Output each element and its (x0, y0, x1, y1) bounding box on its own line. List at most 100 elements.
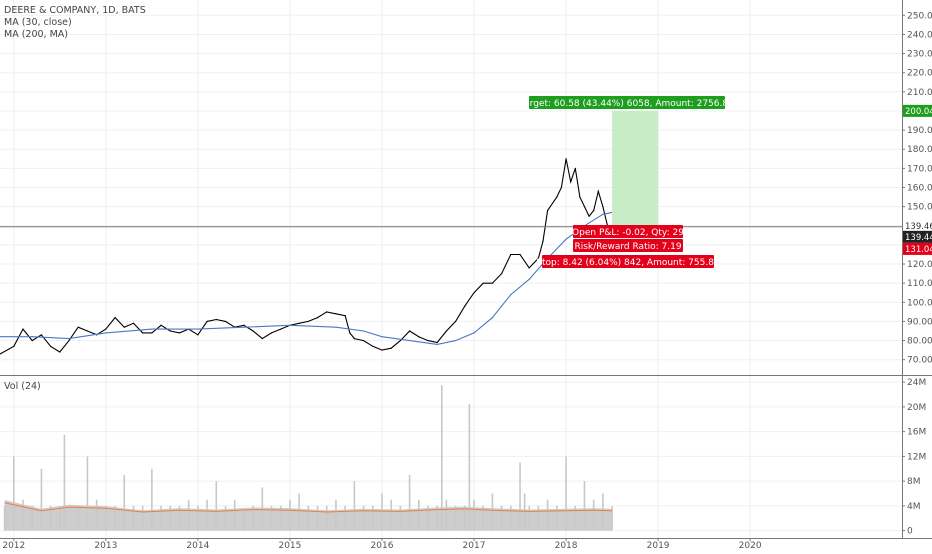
entry-price-tag-bg (903, 219, 932, 232)
price-point (105, 328, 107, 330)
price-point (542, 240, 544, 242)
price-point (59, 351, 61, 353)
price-point (436, 341, 438, 344)
volume-bar (583, 481, 586, 531)
target-price-tag-bg (903, 104, 932, 117)
price-point (132, 322, 135, 324)
ma200-legend[interactable]: MA (200, MA) (4, 29, 68, 40)
ma-point (408, 339, 411, 342)
ma-point (381, 336, 383, 338)
volume-bar (519, 462, 521, 531)
price-point (381, 349, 383, 351)
price-point (390, 347, 392, 349)
price-point (151, 332, 153, 334)
price-point (537, 257, 540, 259)
price-point (224, 320, 227, 323)
price-point (252, 330, 254, 332)
ma-point (510, 294, 512, 296)
volume-bar (565, 456, 567, 531)
price-point (547, 209, 549, 212)
price-tick-label: 90.00 (907, 317, 932, 327)
time-tick-label: 2016 (371, 541, 394, 550)
price-point (215, 318, 217, 321)
price-point (0, 353, 1, 355)
volume-bar (353, 481, 356, 531)
price-point (464, 305, 466, 307)
time-tick-label: 2017 (463, 541, 486, 550)
price-point (114, 317, 116, 319)
price-point (579, 196, 581, 198)
ma30-legend[interactable]: MA (30, close) (4, 17, 72, 28)
target-zone (612, 110, 659, 227)
price-point (362, 339, 365, 342)
price-point (556, 196, 558, 198)
volume-bar (151, 468, 153, 531)
price-point (597, 190, 599, 192)
symbol-title[interactable]: DEERE & COMPANY, 1D, BATS (4, 5, 146, 16)
price-point (326, 311, 328, 313)
ma-series-line (0, 211, 613, 345)
price-point (50, 345, 52, 347)
price-point (261, 338, 263, 340)
ma-point (491, 317, 494, 319)
price-point (197, 334, 199, 336)
price-tick-label: 170.00 (907, 164, 932, 174)
price-point (243, 324, 245, 326)
volume-bar (86, 456, 89, 531)
volume-band (4, 500, 613, 531)
price-point (270, 332, 273, 334)
price-point (123, 326, 125, 328)
price-point (349, 332, 351, 334)
price-point (570, 181, 572, 183)
ma-point (335, 326, 337, 328)
volume-tick-label: 4M (907, 502, 921, 512)
volume-bar (40, 468, 43, 531)
price-tick-label: 250.00 (907, 11, 932, 21)
price-point (574, 167, 576, 169)
price-tick-label: 180.00 (907, 145, 932, 155)
price-point (160, 324, 162, 326)
time-tick-label: 2015 (278, 541, 301, 550)
price-point (602, 206, 604, 208)
price-point (31, 339, 33, 342)
price-point (501, 272, 503, 275)
volume-tick-label: 24M (907, 378, 926, 388)
ma-point (197, 328, 199, 330)
target-label-bg (529, 96, 725, 109)
time-tick-label: 2018 (555, 541, 578, 550)
price-tick-label: 80.00 (907, 337, 932, 347)
price-point (418, 336, 420, 338)
volume-ma-line (4, 502, 613, 513)
price-tick-label: 160.00 (907, 184, 932, 194)
volume-legend[interactable]: Vol (24) (4, 381, 41, 392)
volume-pane[interactable] (3, 385, 613, 531)
volume-bar (468, 403, 471, 531)
volume-bar (13, 456, 15, 531)
ma-point (243, 326, 245, 328)
ma-point (362, 330, 365, 332)
time-tick-label: 2013 (94, 541, 117, 550)
price-point (169, 330, 171, 332)
target-label: Target: 60.58 (43.44%) 6058, Amount: 275… (519, 99, 734, 109)
price-point (344, 315, 346, 317)
ma-point (528, 278, 530, 280)
ma-point (151, 328, 153, 330)
price-tick-label: 220.00 (907, 69, 932, 79)
price-point (178, 332, 181, 334)
price-point (528, 267, 530, 269)
price-tick-label: 120.00 (907, 260, 932, 270)
ma-point (289, 324, 291, 326)
last-price-tag: 139.44 (905, 233, 932, 243)
price-point (427, 339, 429, 342)
price-pane[interactable] (0, 158, 613, 355)
price-point (455, 320, 457, 323)
price-tick-label: 150.00 (907, 203, 932, 213)
price-point (142, 332, 144, 334)
volume-tick-label: 0 (907, 527, 913, 537)
volume-tick-label: 8M (907, 477, 921, 487)
ma-point (602, 213, 604, 215)
